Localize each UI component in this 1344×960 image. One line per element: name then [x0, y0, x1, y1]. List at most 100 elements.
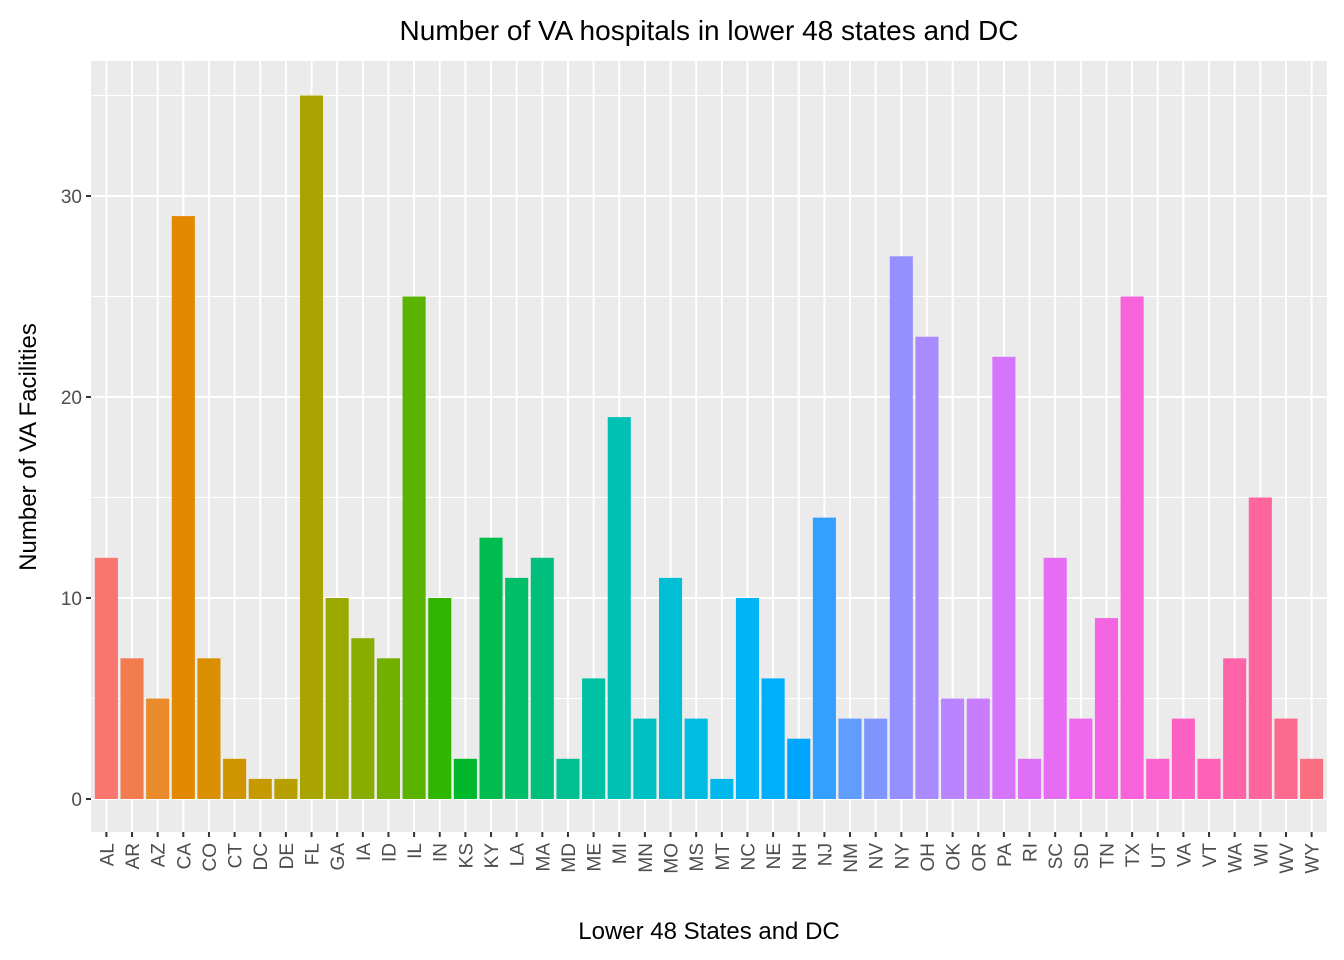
bar-wa	[1223, 658, 1247, 799]
x-tick-label: OK	[944, 843, 965, 871]
x-tick-label: NY	[892, 843, 913, 870]
bar-nj	[812, 517, 836, 799]
y-tick-label: 0	[71, 790, 82, 811]
bar-ms	[684, 718, 708, 799]
bar-va	[1171, 718, 1195, 799]
bar-pa	[992, 356, 1016, 799]
x-tick-label: CA	[174, 843, 195, 870]
bar-co	[197, 658, 221, 799]
bar-nc	[735, 598, 760, 799]
bar-dc	[248, 778, 272, 799]
x-tick-label: NV	[867, 843, 888, 870]
x-tick-label: VA	[1174, 843, 1195, 867]
x-tick-label: RI	[1021, 843, 1042, 862]
bar-nm	[838, 718, 862, 799]
x-tick-label: TX	[1123, 843, 1144, 868]
x-tick-label: VT	[1200, 843, 1221, 868]
x-tick-label: WY	[1303, 843, 1324, 874]
x-tick-label: MA	[533, 843, 554, 872]
bar-mo	[658, 577, 683, 799]
x-tick-label: NH	[790, 843, 811, 870]
bars	[94, 95, 1324, 800]
x-tick-label: OR	[969, 843, 990, 872]
x-tick-label: ID	[379, 843, 400, 862]
bar-fl	[299, 95, 324, 799]
bar-ks	[453, 758, 477, 799]
bar-mt	[710, 778, 734, 799]
bar-ct	[223, 758, 247, 799]
bar-mi	[607, 417, 631, 799]
bar-ar	[120, 658, 144, 799]
bar-or	[966, 698, 990, 799]
bar-ne	[761, 678, 785, 799]
bar-az	[146, 698, 170, 799]
x-tick-label: MI	[610, 843, 631, 864]
x-tick-label: MN	[636, 843, 657, 873]
bar-md	[556, 758, 580, 799]
x-axis-title: Lower 48 States and DC	[578, 918, 839, 945]
x-tick-label: DC	[251, 843, 272, 870]
y-axis-title: Number of VA Facilities	[15, 323, 42, 571]
bar-sc	[1043, 557, 1067, 799]
bar-ky	[479, 537, 503, 799]
bar-ca	[171, 216, 195, 800]
x-tick-label: NE	[764, 843, 785, 869]
y-axis: 0 10 20 30	[61, 187, 91, 811]
x-tick-label: IN	[431, 843, 452, 862]
chart-title: Number of VA hospitals in lower 48 state…	[400, 15, 1019, 46]
bar-de	[274, 778, 298, 799]
x-tick-label: UT	[1149, 843, 1170, 869]
x-tick-label: SC	[1046, 843, 1067, 869]
x-tick-label: WV	[1277, 843, 1298, 874]
x-tick-label: LA	[508, 843, 529, 867]
x-tick-label: KY	[482, 843, 503, 869]
bar-tx	[1120, 296, 1144, 799]
x-tick-label: AZ	[149, 843, 170, 868]
bar-sd	[1069, 718, 1093, 799]
x-tick-label: CT	[226, 843, 247, 869]
x-tick-label: GA	[328, 843, 349, 871]
bar-me	[582, 678, 606, 799]
y-tick-label: 10	[61, 589, 82, 610]
x-tick-label: KS	[456, 843, 477, 868]
bar-il	[402, 296, 426, 799]
x-tick-label: MS	[687, 843, 708, 872]
x-tick-label: MO	[662, 843, 683, 874]
bar-vt	[1197, 758, 1221, 799]
x-tick-label: SD	[1072, 843, 1093, 869]
x-tick-label: FL	[303, 843, 324, 865]
x-tick-label: NC	[738, 843, 759, 870]
bar-in	[428, 598, 452, 799]
bar-la	[505, 577, 529, 799]
bar-ut	[1146, 758, 1170, 799]
bar-wy	[1300, 758, 1324, 799]
bar-wi	[1248, 497, 1272, 799]
x-tick-label: IA	[354, 843, 375, 861]
bar-ri	[1018, 758, 1042, 799]
x-tick-label: DE	[277, 843, 298, 869]
bar-oh	[915, 336, 939, 799]
x-tick-label: MT	[713, 843, 734, 871]
bar-al	[94, 557, 118, 799]
x-tick-label: NM	[841, 843, 862, 873]
bar-ga	[325, 598, 349, 799]
bar-nh	[787, 738, 811, 799]
x-tick-label: OH	[918, 843, 939, 872]
bar-ok	[941, 698, 965, 799]
bar-ny	[889, 256, 913, 799]
x-tick-label: WI	[1251, 843, 1272, 866]
x-tick-label: AR	[123, 843, 144, 869]
bar-mn	[633, 718, 657, 799]
y-tick-label: 30	[61, 187, 82, 208]
x-tick-label: ME	[585, 843, 606, 872]
bar-id	[376, 658, 400, 799]
x-tick-label: WA	[1226, 843, 1247, 873]
bar-tn	[1094, 618, 1119, 799]
bar-ma	[530, 557, 554, 799]
bar-ia	[351, 638, 375, 799]
x-tick-label: CO	[200, 843, 221, 872]
bar-nv	[864, 718, 888, 799]
x-axis: AL AR AZ CA CO CT DC DE FL GA IA ID IL IN KS KY LA MA MD ME…	[97, 832, 1324, 874]
y-tick-label: 20	[61, 388, 82, 409]
